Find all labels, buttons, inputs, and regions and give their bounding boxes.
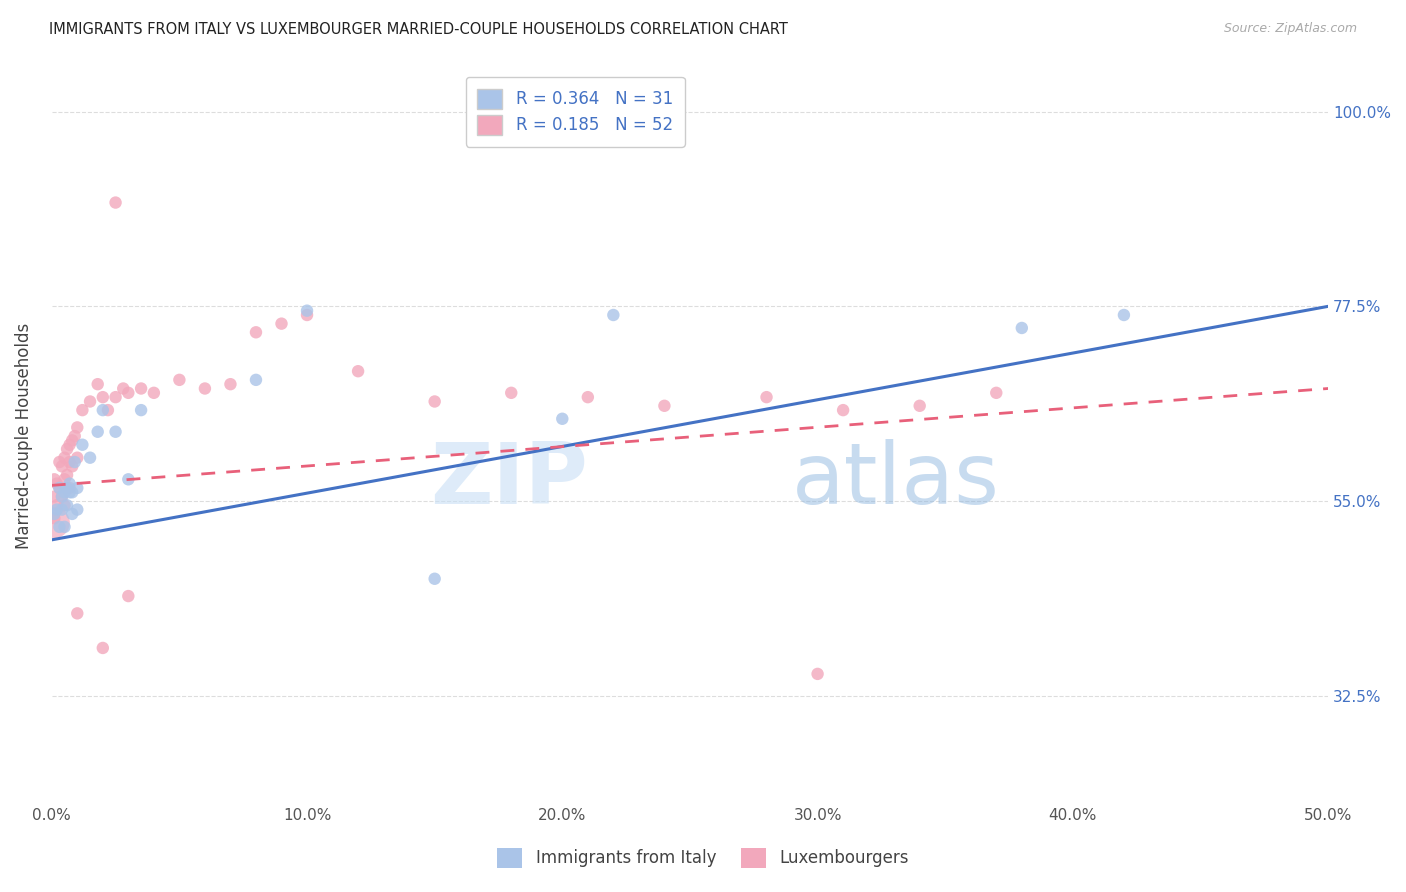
Point (91, 403, 114, 417)
Point (194, 382, 217, 396)
Point (219, 377, 242, 392)
Point (104, 195, 127, 210)
Point (44, 516, 66, 530)
Legend: Immigrants from Italy, Luxembourgers: Immigrants from Italy, Luxembourgers (491, 841, 915, 875)
Point (48, 455, 70, 469)
Point (86, 377, 108, 392)
Point (79, 450, 101, 465)
Point (423, 572, 446, 586)
Point (60, 459, 83, 474)
Point (142, 385, 165, 400)
Point (129, 403, 152, 417)
Point (112, 382, 135, 396)
Point (45, 498, 67, 512)
Point (245, 326, 267, 340)
Point (245, 373, 267, 387)
Point (1011, 321, 1033, 335)
Point (48, 481, 70, 495)
Point (169, 373, 191, 387)
Point (1112, 308, 1135, 322)
Point (86, 425, 108, 439)
Point (44, 472, 66, 486)
Point (44, 507, 66, 521)
Point (48, 520, 70, 534)
Point (51, 490, 73, 504)
Point (66, 450, 89, 465)
Point (117, 589, 139, 603)
Point (295, 308, 318, 322)
Y-axis label: Married-couple Households: Married-couple Households (15, 323, 32, 549)
Point (72, 438, 94, 452)
Point (806, 666, 828, 681)
Point (45, 502, 67, 516)
Point (129, 382, 152, 396)
Point (66, 502, 89, 516)
Point (63, 455, 86, 469)
Point (59, 476, 82, 491)
Point (66, 481, 89, 495)
Point (576, 390, 599, 404)
Point (117, 385, 139, 400)
Legend: R = 0.364   N = 31, R = 0.185   N = 52: R = 0.364 N = 31, R = 0.185 N = 52 (465, 77, 685, 146)
Point (59, 481, 82, 495)
Point (117, 472, 139, 486)
Point (104, 425, 127, 439)
Point (48, 481, 70, 495)
Point (551, 411, 574, 425)
Point (91, 390, 114, 404)
Point (56, 467, 79, 482)
Point (832, 403, 855, 417)
Point (44, 511, 66, 525)
Text: ZIP: ZIP (430, 439, 588, 522)
Point (91, 640, 114, 655)
Point (423, 394, 446, 409)
Point (56, 498, 79, 512)
Point (295, 303, 318, 318)
Text: atlas: atlas (792, 439, 1000, 522)
Point (59, 438, 82, 452)
Point (104, 390, 127, 404)
Point (908, 399, 931, 413)
Text: Source: ZipAtlas.com: Source: ZipAtlas.com (1223, 22, 1357, 36)
Point (97, 403, 120, 417)
Point (986, 385, 1008, 400)
Point (53, 520, 76, 534)
Point (56, 481, 79, 495)
Point (53, 472, 76, 486)
Point (66, 420, 89, 434)
Point (755, 390, 778, 404)
Point (347, 364, 370, 378)
Text: IMMIGRANTS FROM ITALY VS LUXEMBOURGER MARRIED-COUPLE HOUSEHOLDS CORRELATION CHAR: IMMIGRANTS FROM ITALY VS LUXEMBOURGER MA… (49, 22, 789, 37)
Point (60, 434, 83, 448)
Point (51, 490, 73, 504)
Point (63, 429, 86, 443)
Point (72, 403, 94, 417)
Point (59, 485, 82, 500)
Point (53, 450, 76, 465)
Point (602, 308, 624, 322)
Point (60, 507, 83, 521)
Point (79, 394, 101, 409)
Point (53, 485, 76, 500)
Point (60, 485, 83, 500)
Point (59, 455, 82, 469)
Point (501, 385, 523, 400)
Point (56, 442, 79, 456)
Point (53, 498, 76, 512)
Point (270, 317, 292, 331)
Point (44, 490, 66, 504)
Point (51, 502, 73, 516)
Point (45, 476, 67, 491)
Point (51, 459, 73, 474)
Point (654, 399, 676, 413)
Point (66, 607, 89, 621)
